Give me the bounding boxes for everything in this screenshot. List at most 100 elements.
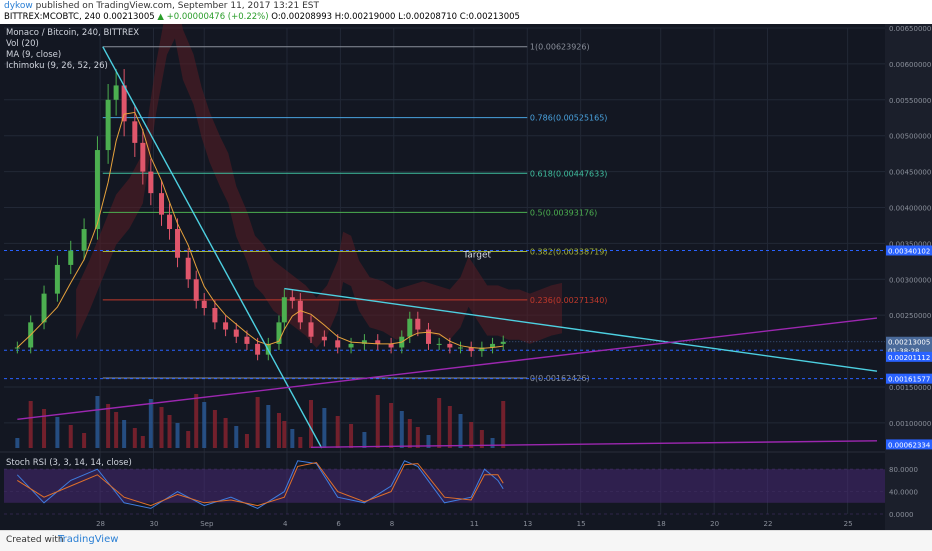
time-tick-label: 30	[150, 520, 159, 528]
candle-body	[415, 318, 421, 330]
candle-body	[255, 343, 261, 355]
time-tick-label: 18	[657, 520, 666, 528]
volume-bar	[501, 401, 506, 448]
fib-level-label: 0(0.00162426)	[530, 374, 590, 383]
volume-bar	[42, 409, 47, 448]
candle-body	[468, 347, 474, 352]
volume-bar	[415, 427, 420, 448]
legend-ichimoku[interactable]: Ichimoku (9, 26, 52, 26)	[6, 61, 108, 71]
price-tick-label: 0.00500000	[889, 133, 931, 141]
fib-level-label: 0.618(0.00447633)	[530, 169, 608, 178]
volume-bar	[122, 420, 127, 448]
volume-bar	[458, 414, 463, 448]
ticker-line: BITTREX:MCOBTC, 240 0.00213005 ▲ +0.0000…	[4, 12, 520, 22]
candle-body	[281, 297, 287, 323]
candle-body	[375, 340, 381, 344]
price-axis-tag	[886, 245, 932, 256]
candle-body	[81, 229, 87, 251]
candle-body	[121, 85, 127, 122]
ohlc-values: O:0.00208993 H:0.00219000 L:0.00208710 C…	[271, 12, 520, 22]
candle-body	[105, 99, 111, 151]
time-tick-label: 6	[336, 520, 341, 528]
volume-bar	[282, 421, 287, 448]
price-axis-tag-label: 0.00340102	[888, 247, 930, 255]
price-tick-label: 0.00550000	[889, 97, 931, 105]
volume-bar	[68, 425, 73, 448]
price-axis-tag-label: 01:38:28	[888, 347, 919, 355]
trend-line	[311, 440, 877, 448]
time-tick-label: 8	[390, 520, 394, 528]
candle-body	[94, 150, 100, 230]
candle-body	[41, 293, 47, 323]
candle-body	[54, 264, 60, 294]
publisher-line: dykow published on TradingView.com, Sept…	[4, 1, 319, 11]
ichimoku-cloud	[76, 24, 562, 348]
candle-body	[425, 329, 431, 344]
volume-bar	[426, 435, 431, 448]
candle-body	[348, 343, 354, 348]
volume-bar	[114, 412, 119, 448]
volume-bar	[447, 406, 452, 448]
time-tick-label: Sep	[200, 520, 214, 528]
publish-header: dykow published on TradingView.com, Sept…	[0, 0, 932, 24]
fib-level-label: 0.382(0.00338719)	[530, 247, 608, 256]
moving-average-line	[16, 111, 504, 349]
volume-bar	[234, 426, 239, 448]
candle-body	[407, 318, 413, 337]
legend-volume[interactable]: Vol (20)	[6, 39, 39, 49]
candle-body	[68, 250, 74, 265]
candle-body	[297, 300, 303, 323]
candle-body	[148, 171, 154, 194]
volume-bar	[194, 394, 199, 448]
rsi-tick-label: 0.0000	[889, 511, 914, 519]
price-tick-label: 0.00150000	[889, 384, 931, 392]
price-tick-label: 0.00250000	[889, 312, 931, 320]
stoch-rsi-k-line	[16, 460, 504, 509]
price-axis-tag	[886, 439, 932, 450]
fib-level-label: 1(0.00623926)	[530, 43, 590, 52]
volume-bar	[212, 410, 217, 448]
candle-body	[308, 322, 314, 337]
candle-body	[140, 142, 146, 172]
publisher-username[interactable]: dykow	[4, 1, 33, 11]
price-tick-label: 0.00350000	[889, 240, 931, 248]
candle-body	[223, 322, 229, 330]
volume-bar	[266, 405, 271, 448]
candle-body	[447, 343, 453, 348]
stoch-rsi-legend[interactable]: Stoch RSI (3, 3, 14, 14, close)	[6, 458, 132, 468]
trend-line	[17, 317, 878, 420]
price-change: ▲ +0.00000476 (+0.22%)	[157, 12, 269, 22]
volume-bar	[349, 424, 354, 448]
legend-ma[interactable]: MA (9, close)	[6, 50, 62, 60]
fib-level-label: 0.5(0.00393176)	[530, 208, 597, 217]
volume-bar	[437, 398, 442, 448]
volume-bar	[490, 438, 495, 448]
volume-bar	[175, 423, 180, 448]
price-tick-label: 0.00400000	[889, 204, 931, 212]
trend-line	[284, 287, 878, 372]
price-tick-label: 0.00650000	[889, 25, 931, 33]
time-tick-label: 13	[523, 520, 532, 528]
publish-info: published on TradingView.com, September …	[32, 1, 319, 11]
price-tick-label: 0.00300000	[889, 276, 931, 284]
volume-bar	[479, 430, 484, 448]
tradingview-logo[interactable]: TradingView	[58, 534, 119, 545]
candle-body	[500, 341, 506, 344]
volume-bar	[375, 395, 380, 448]
time-tick-label: 20	[710, 520, 719, 528]
rsi-tick-label: 40.0000	[889, 489, 918, 497]
volume-bar	[106, 404, 111, 448]
time-tick-label: 25	[844, 520, 853, 528]
volume-bar	[167, 415, 172, 448]
price-chart[interactable]: 0.00650000 0.00600000 0.00550000 0.00500000…	[0, 24, 932, 530]
volume-bar	[244, 434, 249, 448]
created-with-label: Created with	[6, 535, 64, 545]
volume-bar	[159, 407, 164, 448]
legend-symbol-title: Monaco / Bitcoin, 240, BITTREX	[6, 28, 140, 38]
candle-body	[193, 279, 199, 301]
volume-bar	[335, 416, 340, 448]
volume-bar	[276, 413, 281, 448]
trend-line	[102, 46, 323, 449]
candle-body	[167, 214, 173, 230]
time-tick-label: 22	[764, 520, 773, 528]
